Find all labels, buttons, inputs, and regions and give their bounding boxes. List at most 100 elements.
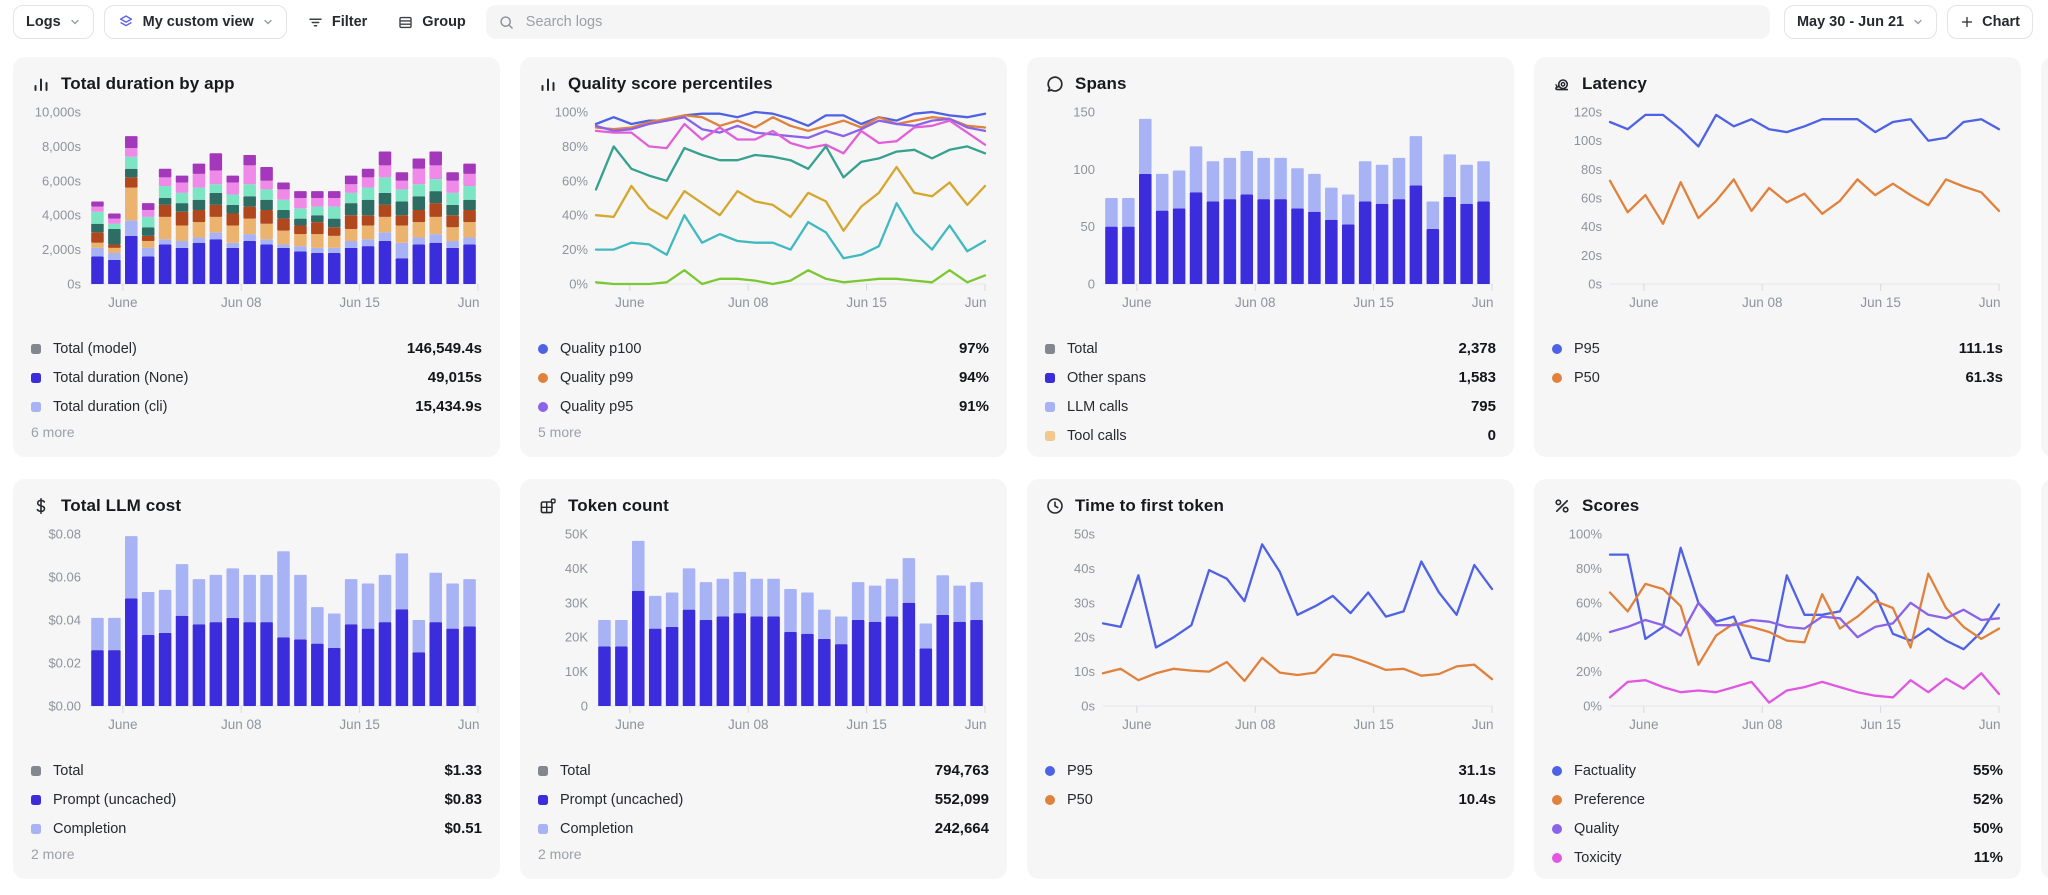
legend-item[interactable]: Factuality 55%	[1552, 756, 2003, 785]
chart-card-quality-percentiles: Quality score percentiles 100% 80% 60% 40% 2…	[520, 57, 1007, 457]
svg-text:8,000s: 8,000s	[42, 139, 82, 154]
filter-button[interactable]: Filter	[297, 5, 377, 39]
svg-text:30K: 30K	[565, 595, 588, 610]
svg-text:June: June	[108, 295, 137, 310]
llm-cost-chart[interactable]: $0.08 $0.06 $0.04 $0.02 $0.00 June Jun 08 Jun 1…	[31, 524, 482, 748]
svg-text:June: June	[615, 295, 644, 310]
filter-icon	[309, 18, 322, 26]
legend-label: Quality p100	[560, 340, 642, 357]
legend-marker	[1045, 372, 1055, 383]
legend-item[interactable]: Quality p100 97%	[538, 334, 989, 363]
plus-icon	[1961, 16, 1973, 28]
legend-more[interactable]: 6 more	[31, 424, 75, 440]
svg-text:Jun 15: Jun 15	[1860, 717, 1901, 732]
legend-item[interactable]: Preference 52%	[1552, 785, 2003, 814]
legend-value: 795	[1470, 398, 1496, 415]
snail-icon	[1552, 74, 1572, 94]
legend-item[interactable]: Total duration (None) 49,015s	[31, 363, 482, 392]
svg-text:0: 0	[581, 699, 588, 714]
svg-text:Jun 08: Jun 08	[1742, 717, 1783, 732]
legend-item[interactable]: Total $1.33	[31, 756, 482, 785]
svg-text:80s: 80s	[1581, 162, 1602, 177]
view-dropdown[interactable]: My custom view	[103, 5, 287, 39]
ttft-chart[interactable]: 50s 40s 30s 20s 10s 0s June Jun 08 Jun 15 Jun 22	[1045, 524, 1496, 748]
bar-chart-icon	[31, 74, 51, 94]
legend-marker	[31, 372, 41, 383]
legend-item[interactable]: Total 794,763	[538, 756, 989, 785]
svg-text:20%: 20%	[562, 242, 588, 257]
legend-marker	[1552, 823, 1562, 834]
svg-text:0%: 0%	[1583, 699, 1602, 714]
search-field[interactable]	[485, 5, 1770, 39]
legend-item[interactable]: Quality 50%	[1552, 814, 2003, 843]
legend-value: 1,583	[1458, 369, 1496, 386]
legend-more[interactable]: 2 more	[31, 846, 75, 862]
legend-value: 552,099	[934, 791, 989, 808]
latency-chart[interactable]: 120s 100s 80s 60s 40s 20s 0s June Jun 08 Jun 15 Ju…	[1552, 102, 2003, 326]
bar-chart-icon	[538, 74, 558, 94]
legend-value: 15,434.9s	[415, 398, 482, 415]
legend-item[interactable]: Prompt (uncached) $0.83	[31, 785, 482, 814]
legend-item[interactable]: Completion $0.51	[31, 814, 482, 843]
svg-text:Jun 15: Jun 15	[1353, 295, 1394, 310]
legend-item[interactable]: LLM calls 795	[1045, 392, 1496, 421]
legend-label: Total	[560, 762, 591, 779]
legend-item[interactable]: P50 61.3s	[1552, 363, 2003, 392]
legend-item[interactable]: Other spans 1,583	[1045, 363, 1496, 392]
card-header: Time to first token	[1045, 494, 1496, 518]
svg-text:Jun 08: Jun 08	[1235, 717, 1276, 732]
layers-icon	[119, 15, 132, 27]
legend-item[interactable]: Tool calls 0	[1045, 421, 1496, 450]
chevron-down-icon	[264, 19, 272, 25]
svg-text:40s: 40s	[1074, 561, 1095, 576]
token-count-chart[interactable]: 50K 40K 30K 20K 10K 0 June Jun 08 Jun 15 Jun 22	[538, 524, 989, 748]
svg-text:Jun 22: Jun 22	[965, 295, 989, 310]
legend-item[interactable]: P95 111.1s	[1552, 334, 2003, 363]
legend-item[interactable]: Completion 242,664	[538, 814, 989, 843]
legend-more[interactable]: 5 more	[538, 424, 582, 440]
legend-marker	[1552, 852, 1562, 863]
legend-item[interactable]: Quality p99 94%	[538, 363, 989, 392]
logs-dropdown[interactable]: Logs	[13, 5, 94, 39]
svg-text:0: 0	[1088, 277, 1095, 292]
legend-item[interactable]: Total 2,378	[1045, 334, 1496, 363]
group-button[interactable]: Group	[387, 5, 476, 39]
chevron-down-icon	[70, 19, 79, 25]
svg-text:4,000s: 4,000s	[42, 208, 82, 223]
search-icon	[500, 15, 513, 29]
speech-bubble-icon	[1045, 74, 1065, 94]
legend-item[interactable]: Prompt (uncached) 552,099	[538, 785, 989, 814]
chart-card-spans: Spans 150 100 50 0 June Jun 08 Jun 15 Jun 22 To…	[1027, 57, 1514, 457]
view-dropdown-label: My custom view	[142, 14, 254, 30]
card-header: Token count	[538, 494, 989, 518]
svg-text:40%: 40%	[562, 208, 588, 223]
card-header: Latency	[1552, 72, 2003, 96]
legend-marker	[1045, 430, 1055, 441]
legend-item[interactable]: Quality p95 91%	[538, 392, 989, 421]
quality-percentiles-chart[interactable]: 100% 80% 60% 40% 20% 0% June Jun 08 Jun 15 Jun 22	[538, 102, 989, 326]
svg-text:$0.06: $0.06	[48, 570, 81, 585]
add-chart-button[interactable]: Chart	[1947, 5, 2033, 39]
legend-marker	[31, 765, 41, 776]
legend-label: Tool calls	[1067, 427, 1127, 444]
search-input[interactable]	[523, 13, 1758, 31]
svg-text:Jun 15: Jun 15	[846, 717, 887, 732]
date-range-button[interactable]: May 30 - Jun 21	[1783, 5, 1938, 39]
legend-item[interactable]: Total (model) 146,549.4s	[31, 334, 482, 363]
legend-item[interactable]: P50 10.4s	[1045, 785, 1496, 814]
legend-item[interactable]: P95 31.1s	[1045, 756, 1496, 785]
card-title: Token count	[568, 496, 669, 515]
legend-item[interactable]: Total duration (cli) 15,434.9s	[31, 392, 482, 421]
legend-label: P95	[1574, 340, 1600, 357]
legend-more[interactable]: 2 more	[538, 846, 582, 862]
legend-value: 61.3s	[1965, 369, 2003, 386]
svg-text:June: June	[1629, 717, 1658, 732]
spans-chart[interactable]: 150 100 50 0 June Jun 08 Jun 15 Jun 22	[1045, 102, 1496, 326]
legend-label: Total	[53, 762, 84, 779]
total-duration-chart[interactable]: 10,000s 8,000s 6,000s 4,000s 2,000s 0s June Jun…	[31, 102, 482, 326]
svg-text:40s: 40s	[1581, 219, 1602, 234]
svg-text:50K: 50K	[565, 527, 588, 542]
card-title: Latency	[1582, 74, 1647, 93]
legend-item[interactable]: Toxicity 11%	[1552, 843, 2003, 872]
scores-chart[interactable]: 100% 80% 60% 40% 20% 0% June Jun 08 Jun 15 Jun 22	[1552, 524, 2003, 748]
